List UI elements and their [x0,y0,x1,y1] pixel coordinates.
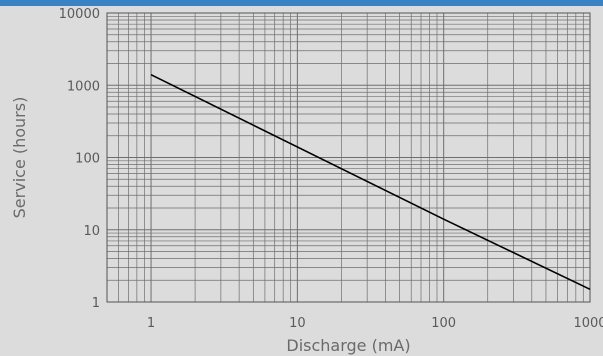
y-tick-label: 1000 [67,79,100,94]
y-tick-label: 10 [83,224,100,239]
x-tick-label: 10 [289,316,306,331]
series-group [150,73,591,291]
y-tick-label: 10000 [59,7,100,22]
x-tick-labels: 1 10 100 1000 [147,316,603,331]
x-tick-label: 100 [431,316,456,331]
y-tick-label: 1 [92,296,100,311]
plot-frame [106,12,591,303]
x-tick-label: 1 [147,316,155,331]
series-line-1 [150,73,591,291]
x-axis-label: Discharge (mA) [286,336,410,355]
y-tick-label: 100 [75,152,100,167]
y-tick-labels: 10000 1000 100 10 1 [59,7,100,311]
grid [106,13,590,303]
y-axis-label: Service (hours) [10,97,29,219]
x-tick-label: 1000 [573,316,603,331]
top-accent-band [0,0,603,6]
